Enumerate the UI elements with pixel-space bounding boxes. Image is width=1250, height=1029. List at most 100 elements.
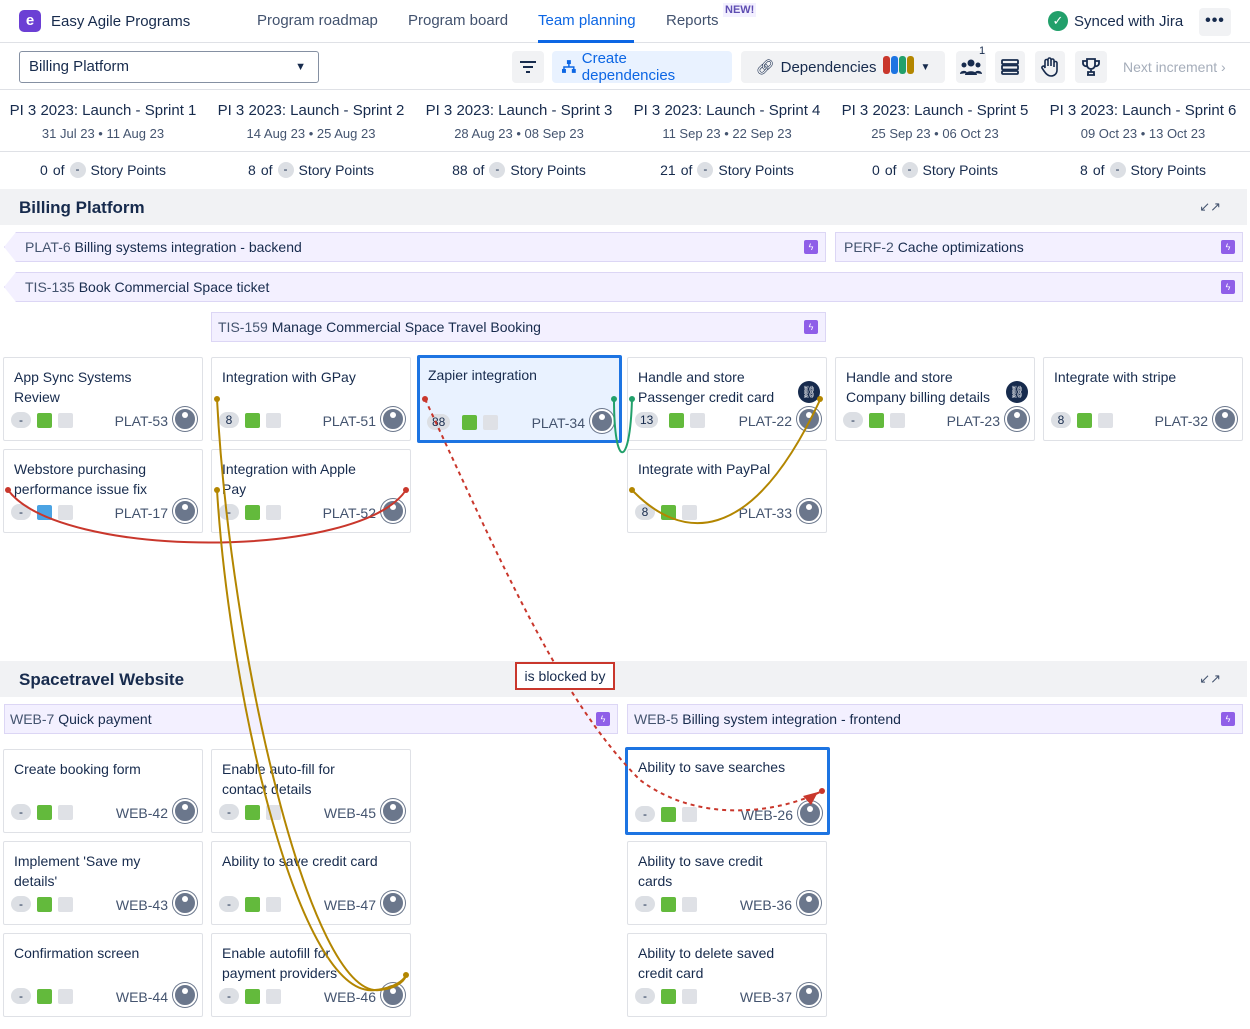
capacity-value[interactable]: - [489,162,506,178]
collapse-icon[interactable]: ↙↗ [1199,671,1221,686]
story-card[interactable]: Ability to delete saved credit card - WEB-… [627,933,827,1017]
view-settings-button[interactable] [995,51,1025,83]
card-title: Integrate with PayPal [638,461,771,477]
hand-button[interactable] [1035,51,1065,83]
capacity-value[interactable]: - [277,162,294,178]
dependencies-dropdown[interactable]: 🔗︎ Dependencies ▼ [741,51,945,83]
sprint-capacity: 8 of - Story Points [208,162,414,178]
feature-key: WEB-5 [634,711,679,727]
story-icon [37,989,52,1004]
estimate-badge: - [843,412,863,428]
story-icon [245,805,260,820]
filter-button[interactable] [512,51,544,83]
issue-key: WEB-36 [739,897,792,913]
story-card[interactable]: Confirmation screen - WEB-44 [3,933,203,1017]
issue-key: PLAT-52 [322,505,376,521]
dependency-label[interactable]: is blocked by [515,662,615,690]
story-card[interactable]: Create booking form - WEB-42 [3,749,203,833]
team-select[interactable]: Billing Platform ▼ [19,51,319,83]
sprint-dates: 28 Aug 23 • 08 Sep 23 [454,126,584,141]
feature-bar[interactable]: TIS-159 Manage Commercial Space Travel B… [211,312,826,342]
team-group-title: Billing Platform [19,198,145,217]
hierarchy-icon [562,60,576,73]
points-of: of [680,162,693,178]
story-card[interactable]: Integrate with stripe 8 PLAT-32 [1043,357,1243,441]
story-card[interactable]: Handle and store Company billing details… [835,357,1035,441]
story-icon [661,505,676,520]
feature-bar[interactable]: PLAT-6 Billing systems integration - bac… [4,232,826,262]
status-icon [58,413,73,428]
status-icon [682,989,697,1004]
sprint-name: PI 3 2023: Launch - Sprint 4 [633,102,821,119]
card-title: Integration with Apple Pay [222,461,356,497]
capacity-value[interactable]: - [69,162,86,178]
issue-key: WEB-26 [740,807,793,823]
issue-key: WEB-37 [739,989,792,1005]
card-title: Handle and store Company billing details [846,369,990,405]
swatch-blue [890,56,898,74]
team-group-header: Spacetravel Website ↙↗ [0,661,1247,697]
points-unit: Story Points [90,162,166,178]
sprint-column-header: PI 3 2023: Launch - Sprint 3 28 Aug 23 • … [416,102,622,141]
avatar-icon [797,983,821,1007]
avatar-icon [590,409,614,433]
create-dependencies-button[interactable]: Create dependencies [552,50,732,84]
tab-team-planning[interactable]: Team planning [538,12,636,29]
estimate-badge: - [219,896,239,912]
tab-program-board[interactable]: Program board [408,12,509,29]
card-title: Ability to save credit cards [638,853,763,889]
capacity-value[interactable]: - [697,162,714,178]
chevron-down-icon: ▼ [295,61,306,73]
story-icon [37,805,52,820]
story-card[interactable]: Enable auto-fill for contact details - WEB… [211,749,411,833]
toolbar: Billing Platform ▼ Create dependencies 🔗… [0,43,1250,90]
epic-icon: ϟ [1221,240,1235,254]
issue-key: PLAT-23 [946,413,1000,429]
story-card[interactable]: Handle and store Passenger credit card ⛓︎… [627,357,827,441]
sprint-name: PI 3 2023: Launch - Sprint 5 [841,102,1029,119]
story-card[interactable]: Ability to save credit card - WEB-47 [211,841,411,925]
card-title: Webstore purchasing performance issue fi… [14,461,148,497]
story-card-selected[interactable]: Zapier integration 88 PLAT-34 [417,355,622,443]
sprint-column-header: PI 3 2023: Launch - Sprint 5 25 Sep 23 • … [832,102,1038,141]
feature-bar[interactable]: WEB-5 Billing system integration - front… [627,704,1243,734]
story-card[interactable]: Implement 'Save my details' - WEB-43 [3,841,203,925]
story-card[interactable]: App Sync Systems Review - PLAT-53 [3,357,203,441]
estimate-badge: - [219,504,239,520]
points-unit: Story Points [298,162,374,178]
status-icon [58,505,73,520]
tab-program-roadmap[interactable]: Program roadmap [257,12,378,29]
more-options-button[interactable]: ••• [1199,8,1231,36]
feature-bar[interactable]: WEB-7 Quick payment ϟ [4,704,618,734]
story-card[interactable]: Integrate with PayPal 8 PLAT-33 [627,449,827,533]
card-title: Confirmation screen [14,945,140,961]
story-card[interactable]: Integration with Apple Pay - PLAT-52 [211,449,411,533]
next-increment-button[interactable]: Next increment › [1123,59,1226,75]
avatar-icon [1005,407,1029,431]
capacity-value[interactable]: - [1109,162,1126,178]
feature-bar[interactable]: TIS-135 Book Commercial Space ticket ϟ [4,272,1243,302]
epic-icon: ϟ [1221,280,1235,294]
avatar-icon [173,983,197,1007]
tab-reports[interactable]: Reports [666,12,719,29]
teams-button[interactable] [956,51,986,83]
avatar-icon [1213,407,1237,431]
story-card[interactable]: Ability to save credit cards - WEB-36 [627,841,827,925]
points-unit: Story Points [922,162,998,178]
swatch-red [882,56,890,74]
capacity-value[interactable]: - [901,162,918,178]
story-card[interactable]: Enable autofill for payment providers - WE… [211,933,411,1017]
trophy-button[interactable] [1075,51,1107,83]
story-card[interactable]: Integration with GPay 8 PLAT-51 [211,357,411,441]
collapse-icon[interactable]: ↙↗ [1199,199,1221,214]
card-title: Create booking form [14,761,141,777]
link-icon[interactable]: ⛓︎ [1006,381,1028,403]
epic-icon: ϟ [804,320,818,334]
feature-bar[interactable]: PERF-2 Cache optimizations ϟ [835,232,1243,262]
team-count-badge: 1 [979,45,986,57]
story-card-selected[interactable]: Ability to save searches - WEB-26 [625,747,830,835]
link-icon[interactable]: ⛓︎ [798,381,820,403]
link-icon: 🔗︎ [755,59,775,76]
story-icon [661,989,676,1004]
story-card[interactable]: Webstore purchasing performance issue fi… [3,449,203,533]
